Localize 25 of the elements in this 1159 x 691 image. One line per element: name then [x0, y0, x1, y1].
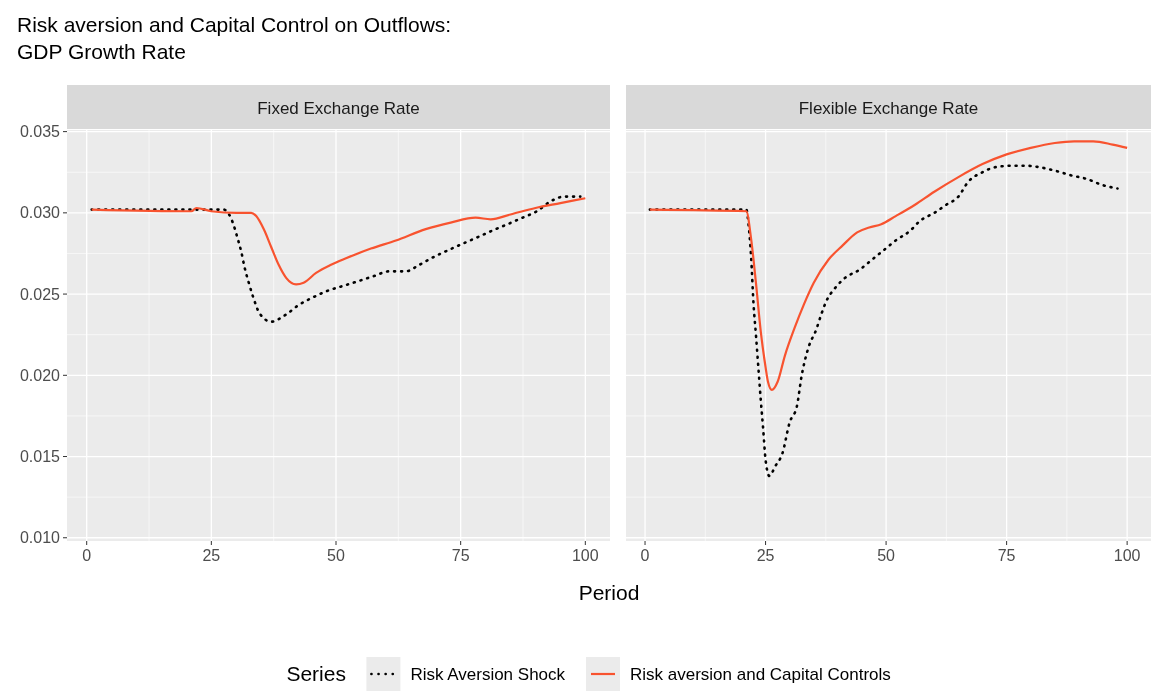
chart-title: Risk aversion and Capital Control on Outflows: GDP Growth Rate — [17, 13, 452, 63]
x-tick-label: 0 — [82, 547, 92, 564]
legend-label: Risk Aversion Shock — [410, 664, 566, 684]
x-tick-label: 25 — [202, 547, 221, 564]
legend-label: Risk aversion and Capital Controls — [630, 664, 891, 684]
y-tick-label: 0.030 — [19, 204, 61, 222]
y-tick-label: 0.015 — [19, 448, 61, 466]
y-tick-label: 0.025 — [19, 285, 61, 303]
y-tick-label: 0.035 — [19, 123, 61, 141]
x-tick-label: 50 — [327, 547, 346, 564]
x-tick-label: 25 — [756, 547, 775, 564]
x-tick-label: 75 — [997, 547, 1016, 564]
chart-subtitle: Fixed Exchange Rate — [257, 98, 420, 118]
x-tick-label: 75 — [451, 547, 470, 564]
x-tick-label: 100 — [1113, 547, 1141, 564]
line-series — [90, 197, 587, 286]
x-axis-title: Period — [578, 581, 640, 604]
x-tick-label: 50 — [877, 547, 896, 564]
legend-title: Series — [286, 662, 346, 686]
chart-subtitle: Flexible Exchange Rate — [798, 98, 979, 118]
y-tick-label: 0.020 — [19, 366, 61, 384]
x-tick-label: 100 — [571, 547, 599, 564]
x-tick-label: 0 — [640, 547, 650, 564]
line-series — [90, 195, 582, 323]
y-tick-label: 0.010 — [19, 529, 61, 547]
